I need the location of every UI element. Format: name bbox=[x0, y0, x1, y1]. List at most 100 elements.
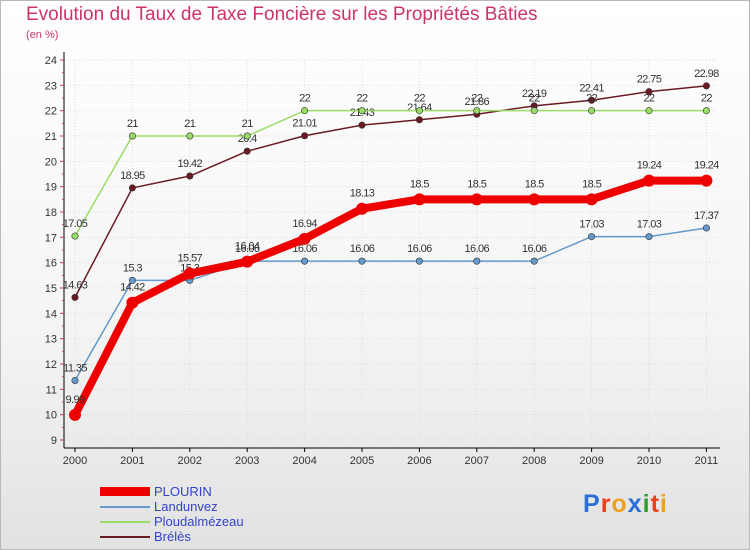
x-tick-label: 2002 bbox=[178, 455, 202, 467]
legend-label-plourin: PLOURIN bbox=[154, 484, 212, 499]
series-line-breles bbox=[74, 85, 708, 299]
data-point-plourin bbox=[183, 267, 196, 280]
chart-subtitle: (en %) bbox=[26, 29, 59, 41]
proxiti-logo: Proxiti bbox=[583, 490, 668, 519]
y-tick-label: 16 bbox=[45, 258, 57, 270]
data-point-landunvez bbox=[702, 224, 710, 232]
data-label-landunvez: 17.37 bbox=[694, 210, 719, 222]
data-label-ploudalmezeau: 21 bbox=[242, 118, 254, 130]
y-tick-label: 22 bbox=[45, 106, 57, 118]
legend-item-ploudalmezeau: Ploudalmézeau bbox=[100, 514, 360, 529]
y-tick-label: 12 bbox=[45, 359, 57, 371]
data-point-landunvez bbox=[473, 257, 481, 265]
data-point-plourin bbox=[470, 193, 483, 206]
legend-swatch-ploudalmezeau bbox=[100, 521, 150, 523]
data-label-breles: 21.86 bbox=[465, 96, 490, 108]
logo-letter: i bbox=[642, 490, 651, 518]
data-label-landunvez: 16.06 bbox=[350, 243, 375, 255]
y-tick-label: 15 bbox=[45, 283, 57, 295]
x-tick-label: 2011 bbox=[695, 455, 719, 467]
data-label-breles: 18.95 bbox=[120, 170, 145, 182]
series-line-ploudalmezeau bbox=[74, 109, 708, 237]
y-tick-label: 17 bbox=[45, 232, 57, 244]
data-point-ploudalmezeau bbox=[128, 132, 136, 140]
data-label-landunvez: 17.03 bbox=[579, 219, 604, 231]
series-line-plourin bbox=[71, 176, 711, 419]
data-label-ploudalmezeau: 17.05 bbox=[63, 218, 88, 230]
data-label-ploudalmezeau: 22 bbox=[586, 93, 598, 105]
x-tick-label: 2006 bbox=[407, 455, 431, 467]
legend-swatch-plourin bbox=[100, 487, 150, 496]
logo-letter: t bbox=[650, 490, 660, 518]
data-label-landunvez: 15.3 bbox=[123, 262, 142, 274]
data-point-breles bbox=[645, 88, 653, 96]
data-point-plourin bbox=[69, 408, 81, 421]
data-label-plourin: 15.57 bbox=[178, 253, 203, 265]
y-tick-label: 14 bbox=[45, 308, 57, 320]
data-label-landunvez: 11.35 bbox=[63, 362, 87, 374]
x-tick-label: 2004 bbox=[292, 455, 316, 467]
logo-letter: r bbox=[600, 490, 612, 518]
legend-label-ploudalmezeau: Ploudalmézeau bbox=[154, 514, 244, 529]
data-point-ploudalmezeau bbox=[71, 232, 79, 240]
data-point-ploudalmezeau bbox=[358, 107, 366, 115]
data-point-breles bbox=[128, 184, 136, 192]
data-point-ploudalmezeau bbox=[186, 132, 194, 140]
data-label-ploudalmezeau: 22 bbox=[643, 93, 655, 105]
data-point-breles bbox=[415, 116, 423, 124]
logo-letter: x bbox=[627, 490, 643, 518]
legend-item-breles: Brélès bbox=[100, 529, 360, 544]
y-tick-label: 24 bbox=[45, 55, 57, 67]
y-tick-label: 10 bbox=[45, 410, 57, 422]
data-label-landunvez: 16.06 bbox=[522, 243, 547, 255]
data-label-plourin: 18.5 bbox=[410, 178, 429, 190]
data-label-plourin: 19.24 bbox=[694, 160, 719, 172]
logo-letter: P bbox=[583, 490, 601, 518]
data-label-breles: 22.75 bbox=[637, 74, 662, 86]
data-label-plourin: 14.42 bbox=[120, 282, 145, 294]
data-label-plourin: 16.04 bbox=[235, 241, 260, 253]
data-point-landunvez bbox=[645, 233, 653, 241]
y-tick-label: 18 bbox=[45, 207, 57, 219]
data-point-landunvez bbox=[358, 257, 366, 265]
logo-letter: i bbox=[659, 490, 668, 518]
data-point-ploudalmezeau bbox=[415, 107, 423, 115]
data-label-breles: 21.01 bbox=[292, 118, 317, 130]
data-label-breles: 19.42 bbox=[178, 158, 203, 170]
legend-swatch-landunvez bbox=[100, 506, 150, 508]
legend-item-landunvez: Landunvez bbox=[100, 499, 360, 514]
data-label-plourin: 18.5 bbox=[525, 178, 544, 190]
x-tick-label: 2005 bbox=[350, 455, 374, 467]
data-point-ploudalmezeau bbox=[645, 107, 653, 115]
data-point-plourin bbox=[298, 232, 311, 245]
data-point-plourin bbox=[585, 193, 598, 206]
data-label-breles: 22.98 bbox=[694, 68, 719, 80]
x-tick-label: 2001 bbox=[120, 455, 144, 467]
y-tick-label: 21 bbox=[45, 131, 57, 143]
x-tick-label: 2007 bbox=[465, 455, 489, 467]
data-label-ploudalmezeau: 21 bbox=[127, 118, 139, 130]
data-label-plourin: 18.5 bbox=[582, 178, 601, 190]
data-point-breles bbox=[186, 172, 194, 180]
data-label-ploudalmezeau: 22 bbox=[529, 93, 541, 105]
y-tick-label: 11 bbox=[46, 384, 57, 396]
data-point-ploudalmezeau bbox=[243, 132, 251, 140]
data-point-plourin bbox=[700, 174, 713, 187]
data-label-landunvez: 16.06 bbox=[292, 243, 317, 255]
x-tick-label: 2010 bbox=[637, 455, 661, 467]
series-line-landunvez bbox=[74, 227, 708, 382]
x-tick-label: 2000 bbox=[63, 455, 87, 467]
data-point-breles bbox=[243, 147, 251, 155]
data-point-plourin bbox=[528, 193, 541, 206]
x-tick-label: 2009 bbox=[579, 455, 603, 467]
y-tick-label: 20 bbox=[45, 156, 57, 168]
data-point-ploudalmezeau bbox=[588, 107, 596, 115]
data-label-plourin: 18.5 bbox=[467, 178, 486, 190]
data-point-ploudalmezeau bbox=[702, 107, 710, 115]
data-point-plourin bbox=[413, 193, 426, 206]
logo-letter: o bbox=[611, 490, 628, 518]
legend-label-breles: Brélès bbox=[154, 529, 191, 544]
data-point-breles bbox=[71, 293, 79, 301]
data-point-landunvez bbox=[71, 376, 79, 384]
